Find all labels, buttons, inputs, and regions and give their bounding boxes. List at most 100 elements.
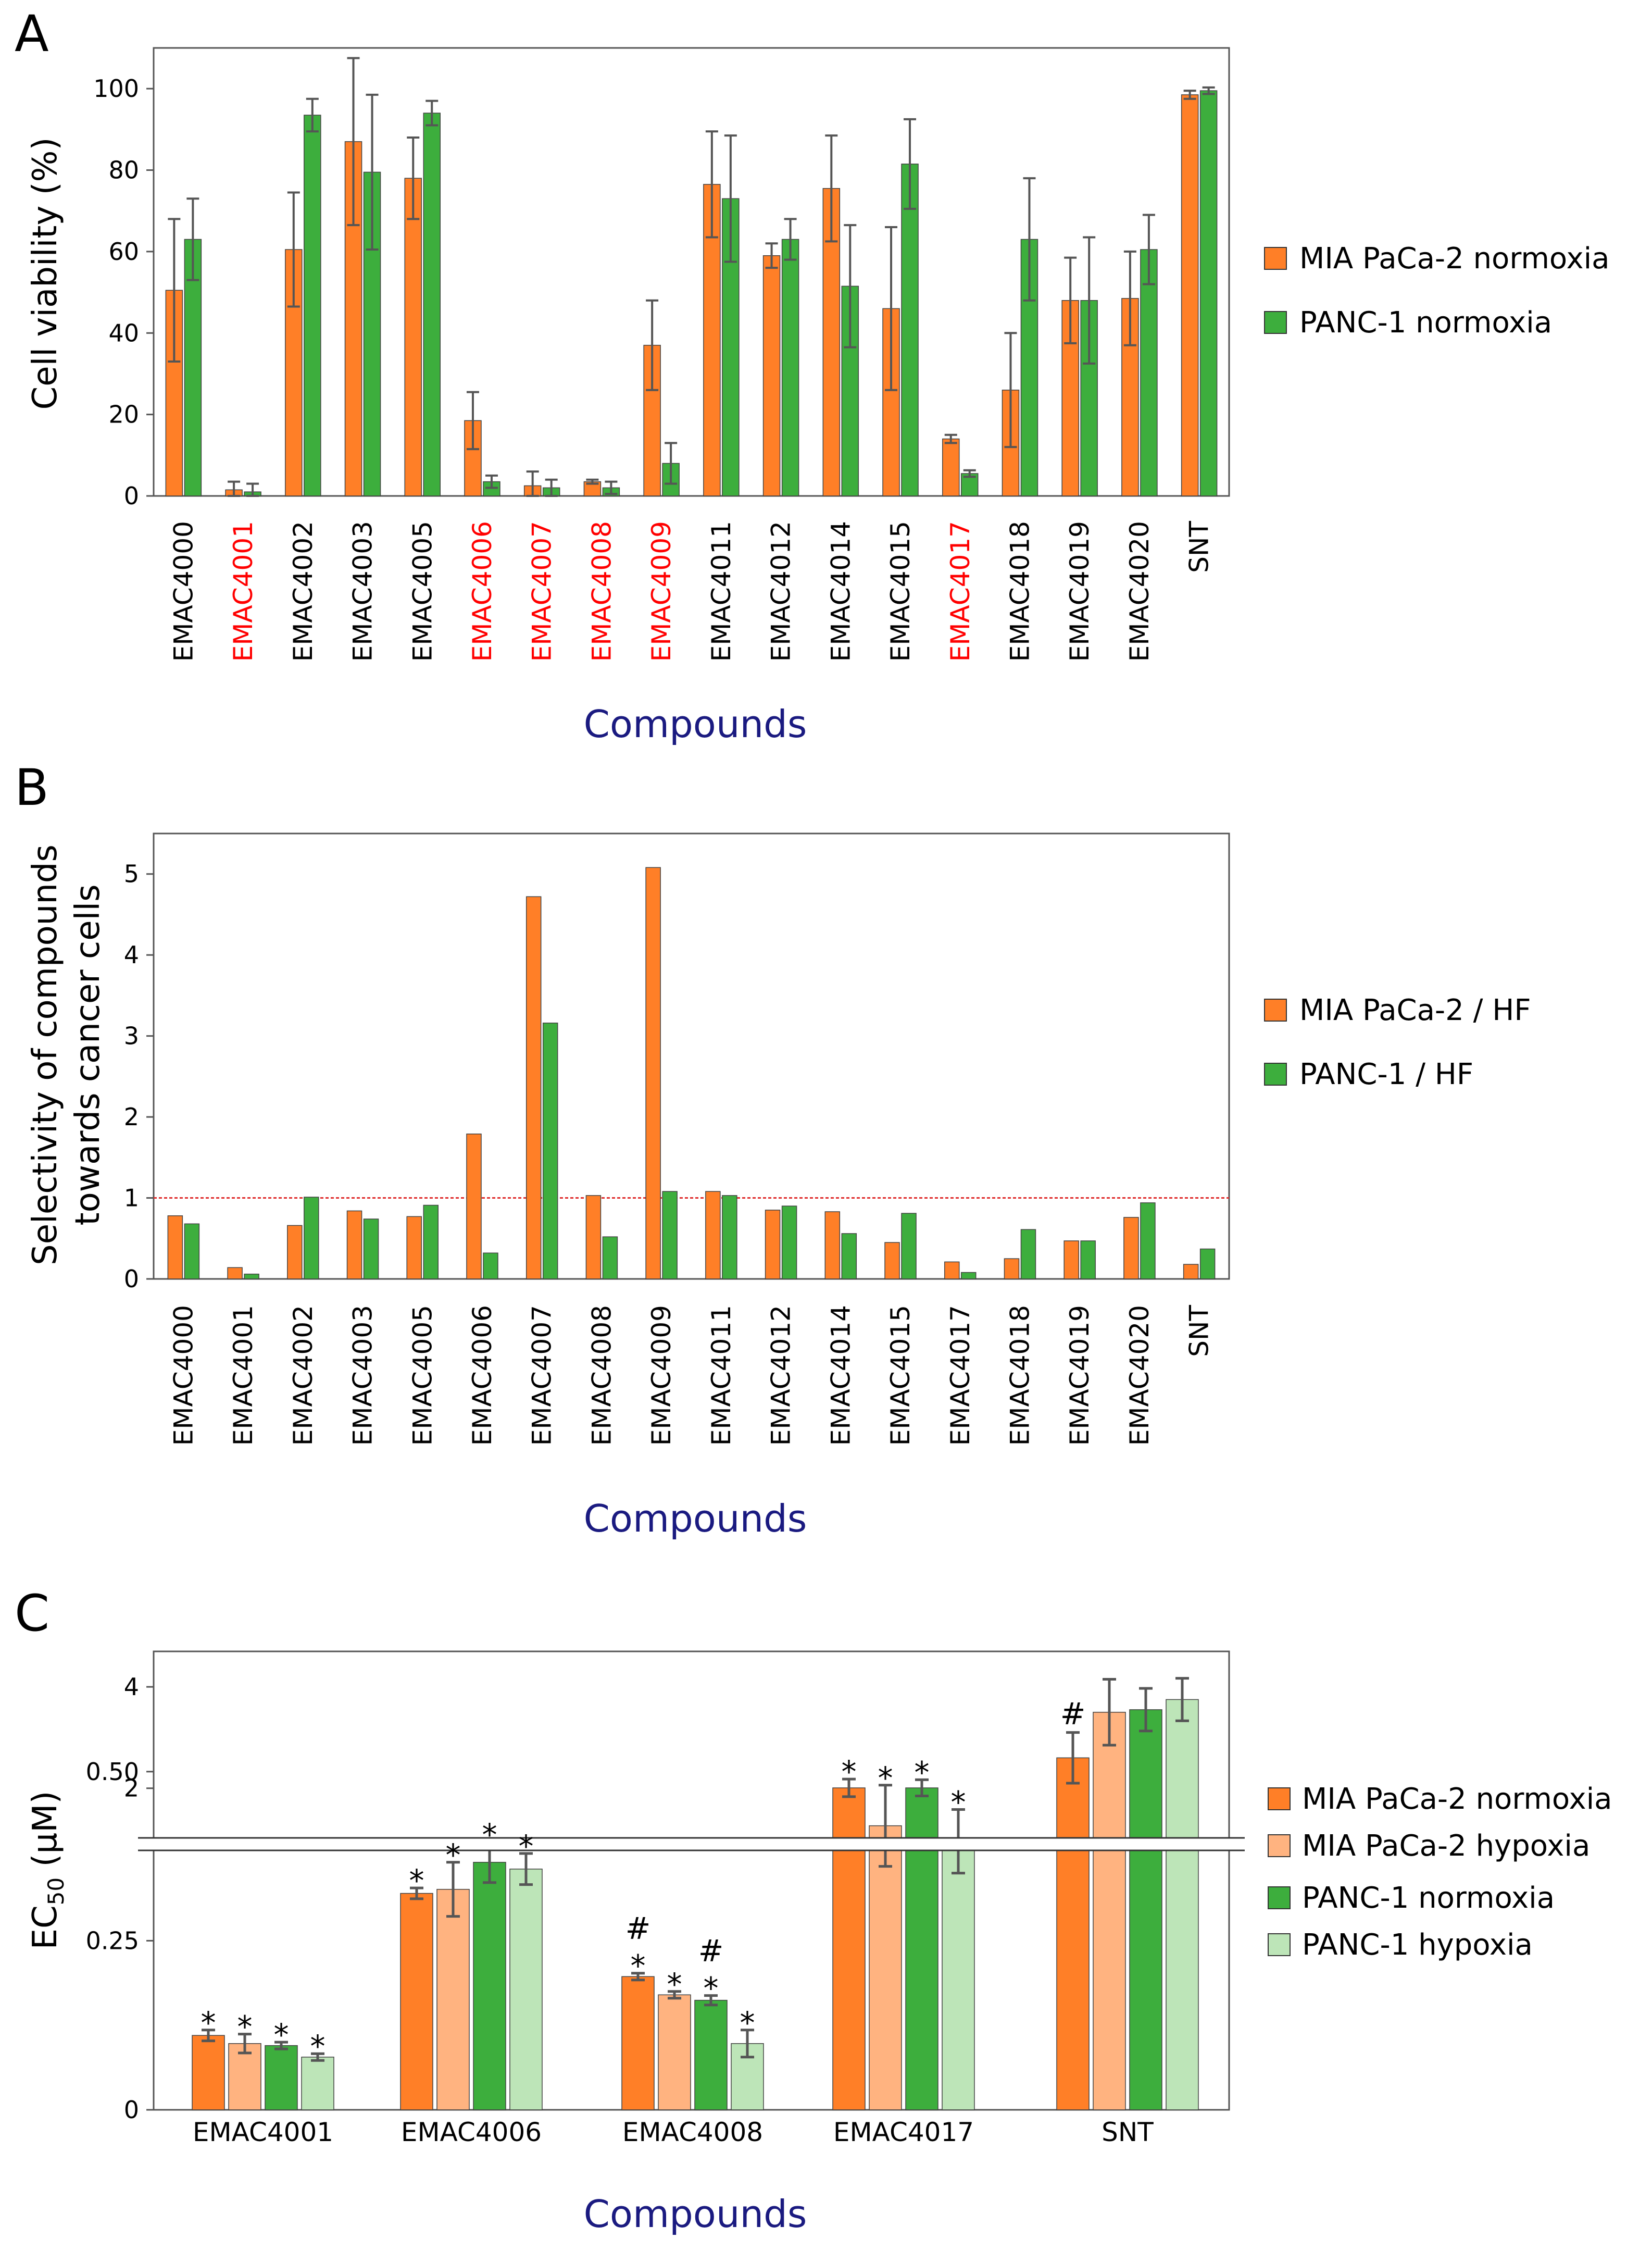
error-bar-mia-paca-2-hypoxia-emac4006 bbox=[446, 1861, 460, 1918]
bar-panc-1-normoxia-emac4006 bbox=[473, 1862, 506, 2110]
panel-b-letter: B bbox=[15, 758, 49, 817]
legend-label-mia-paca2-normoxia-c: MIA PaCa-2 normoxia bbox=[1302, 1782, 1612, 1816]
panel-c-legend: MIA PaCa-2 normoxia MIA PaCa-2 hypoxia P… bbox=[1268, 1782, 1612, 1962]
error-bar-panc-1-normoxia-emac4017 bbox=[915, 1778, 929, 1798]
x-tick-label-emac4001: EMAC4001 bbox=[228, 521, 258, 662]
error-bar-panc-1-normoxia-emac4007 bbox=[545, 478, 558, 497]
error-bar-mia-paca-2-normoxia-emac4012 bbox=[765, 242, 778, 269]
bar-mia-paca-2-hf-emac4014 bbox=[824, 1211, 841, 1279]
error-bar-panc-1-normoxia-emac4008 bbox=[605, 480, 618, 495]
significance-star: * bbox=[201, 2005, 216, 2041]
error-bar-mia-paca-2-hypoxia-emac4001 bbox=[238, 2033, 252, 2055]
error-bar-panc-1-normoxia-emac4019 bbox=[1083, 236, 1096, 365]
error-bar-mia-paca-2-normoxia-emac4011 bbox=[705, 130, 718, 239]
error-bar-mia-paca-2-normoxia-emac4020 bbox=[1123, 250, 1136, 346]
significance-star: * bbox=[667, 1967, 682, 2002]
bar-panc-1-hf-snt bbox=[1199, 1248, 1216, 1279]
error-bar-mia-paca-2-normoxia-emac4008 bbox=[586, 478, 599, 485]
panel-a-plot-area bbox=[153, 47, 1230, 497]
error-bar-panc-1-normoxia-emac4011 bbox=[724, 134, 737, 263]
panel-c-x-axis-label: Compounds bbox=[584, 2192, 807, 2236]
panel-c-letter: C bbox=[15, 1584, 49, 1643]
panel-b-bar-chart: B 0 1 2 3 4 5 EMAC4000 EMAC4001 EMAC4002 EMAC400… bbox=[15, 758, 1531, 1540]
error-bar-panc-1-normoxia-emac4006 bbox=[485, 474, 498, 489]
error-bar-panc-1-hypoxia-emac4006 bbox=[519, 1852, 533, 1886]
error-bar-mia-paca-2-normoxia-emac4006 bbox=[410, 1886, 423, 1900]
bar-mia-paca-2-normoxia-emac4005 bbox=[404, 178, 422, 496]
error-bar-mia-paca-2-normoxia-emac4000 bbox=[168, 218, 181, 363]
x-tick-label-emac4000: EMAC4000 bbox=[168, 1305, 198, 1446]
significance-star: * bbox=[446, 1837, 461, 1873]
panel-b-y-axis-label-line1: Selectivity of compounds bbox=[26, 844, 65, 1265]
error-bar-mia-paca-2-normoxia-emac4019 bbox=[1064, 256, 1077, 344]
panel-a-y-axis-label: Cell viability (%) bbox=[26, 138, 65, 410]
bar-panc-1-hf-emac4005 bbox=[423, 1204, 439, 1279]
significance-star: * bbox=[519, 1829, 534, 1864]
bar-panc-1-normoxia-emac4002 bbox=[304, 115, 321, 496]
legend-label-panc1-normoxia-c: PANC-1 normoxia bbox=[1302, 1881, 1555, 1915]
bar-mia-paca-2-hypoxia-snt bbox=[1093, 1712, 1126, 2110]
ec-unit: (µM) bbox=[26, 1791, 65, 1877]
x-tick-label-emac4012: EMAC4012 bbox=[766, 521, 796, 662]
y-tick-label: 0.50 bbox=[86, 1758, 139, 1786]
error-bar-panc-1-normoxia-emac4001 bbox=[246, 482, 259, 497]
legend-label-mia-paca2-hf: MIA PaCa-2 / HF bbox=[1299, 993, 1531, 1027]
significance-star: * bbox=[310, 2029, 326, 2064]
error-bar-mia-paca-2-normoxia-emac4015 bbox=[885, 226, 898, 391]
x-tick-label-emac4008: EMAC4008 bbox=[586, 521, 617, 662]
bar-mia-paca-2-hf-emac4018 bbox=[1004, 1258, 1020, 1279]
bar-mia-paca-2-hf-emac4020 bbox=[1123, 1217, 1139, 1279]
panel-b-x-axis-label: Compounds bbox=[584, 1497, 807, 1540]
x-tick-label-emac4011: EMAC4011 bbox=[706, 521, 736, 662]
x-tick-label-emac4017: EMAC4017 bbox=[945, 1305, 975, 1446]
bar-panc-1-hf-emac4020 bbox=[1140, 1202, 1156, 1279]
error-bar-mia-paca-2-normoxia-snt bbox=[1066, 1731, 1080, 1785]
legend-label-panc1-normoxia: PANC-1 normoxia bbox=[1299, 306, 1552, 340]
x-tick-label-emac4020: EMAC4020 bbox=[1124, 1305, 1155, 1446]
x-tick-label-emac4001: EMAC4001 bbox=[193, 2117, 333, 2147]
x-tick-label-emac4007: EMAC4007 bbox=[527, 521, 557, 662]
significance-star: * bbox=[915, 1755, 930, 1790]
x-tick-label-emac4019: EMAC4019 bbox=[1065, 1305, 1095, 1446]
bar-mia-paca-2-normoxia-emac4008 bbox=[621, 1976, 655, 2110]
error-bar-panc-1-normoxia-emac4014 bbox=[844, 224, 857, 349]
bar-panc-1-hf-emac4006 bbox=[483, 1252, 498, 1279]
significance-hash: # bbox=[625, 1911, 651, 1946]
y-tick-label: 4 bbox=[124, 941, 139, 969]
legend-swatch-mia-paca2-hypoxia bbox=[1268, 1834, 1291, 1857]
bar-panc-1-normoxia-emac4005 bbox=[423, 113, 441, 496]
legend-swatch-mia-paca2-normoxia bbox=[1264, 247, 1287, 270]
panel-a-legend: MIA PaCa-2 normoxia PANC-1 normoxia bbox=[1264, 242, 1609, 340]
y-tick-label: 5 bbox=[124, 860, 139, 888]
error-bar-panc-1-normoxia-emac4015 bbox=[904, 118, 917, 210]
bar-mia-paca-2-hypoxia-emac4017 bbox=[869, 1825, 902, 2110]
x-tick-label-emac4019: EMAC4019 bbox=[1065, 521, 1095, 662]
x-tick-label-emac4005: EMAC4005 bbox=[407, 1305, 437, 1446]
legend-label-mia-paca2-hypoxia: MIA PaCa-2 hypoxia bbox=[1302, 1829, 1590, 1863]
legend-swatch-panc1-hf bbox=[1264, 1063, 1287, 1086]
bar-mia-paca-2-normoxia-emac4017 bbox=[942, 438, 960, 496]
bar-mia-paca-2-normoxia-emac4012 bbox=[762, 255, 781, 496]
significance-star: * bbox=[740, 2005, 755, 2041]
error-bar-mia-paca-2-normoxia-emac4018 bbox=[1004, 332, 1017, 449]
panel-c-y-axis-label: EC50 (µM) bbox=[26, 1791, 69, 1950]
bar-mia-paca-2-hf-emac4006 bbox=[466, 1133, 482, 1279]
error-bar-panc-1-normoxia-emac4001 bbox=[274, 2041, 288, 2050]
x-tick-label-snt: SNT bbox=[1184, 521, 1215, 573]
x-tick-label-emac4006: EMAC4006 bbox=[401, 2117, 542, 2147]
bar-panc-1-hf-emac4011 bbox=[722, 1195, 737, 1279]
bar-panc-1-normoxia-emac4015 bbox=[901, 164, 919, 496]
x-tick-label-emac4017: EMAC4017 bbox=[945, 521, 975, 662]
panel-a-letter: A bbox=[15, 5, 49, 63]
error-bar-mia-paca-2-hypoxia-emac4017 bbox=[879, 1784, 892, 1868]
bar-mia-paca-2-normoxia-snt bbox=[1056, 1757, 1090, 2110]
bar-mia-paca-2-normoxia-snt bbox=[1181, 94, 1199, 496]
panel-b-legend: MIA PaCa-2 / HF PANC-1 / HF bbox=[1264, 993, 1531, 1091]
legend-swatch-panc1-normoxia bbox=[1264, 311, 1287, 334]
bar-panc-1-hypoxia-emac4006 bbox=[509, 1869, 543, 2110]
y-tick-label: 40 bbox=[108, 319, 139, 347]
x-tick-label-emac4014: EMAC4014 bbox=[825, 521, 856, 662]
error-bar-mia-paca-2-normoxia-emac4005 bbox=[407, 136, 420, 220]
panel-a-bar-chart: A 0 20 40 60 80 100 EMAC4000 EMAC4001 EMAC4002 E… bbox=[15, 5, 1609, 746]
bar-mia-paca-2-hf-emac4001 bbox=[227, 1267, 243, 1279]
